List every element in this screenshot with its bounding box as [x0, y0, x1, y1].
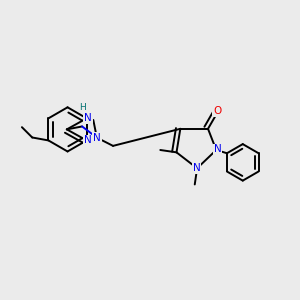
Text: N: N	[214, 144, 221, 154]
Text: N: N	[93, 133, 101, 142]
Text: N: N	[84, 135, 92, 146]
Text: H: H	[79, 103, 86, 112]
Text: O: O	[213, 106, 222, 116]
Text: N: N	[84, 113, 92, 123]
Text: N: N	[193, 163, 200, 173]
